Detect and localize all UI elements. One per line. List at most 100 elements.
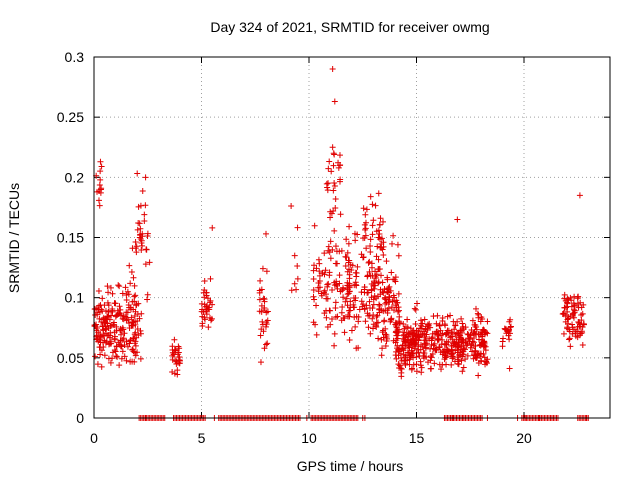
data-point xyxy=(351,282,358,289)
data-point xyxy=(331,98,338,105)
data-point xyxy=(348,327,355,334)
data-point xyxy=(98,163,105,170)
data-point xyxy=(257,359,264,366)
data-point xyxy=(381,285,388,292)
data-point xyxy=(413,327,420,334)
data-point xyxy=(418,325,425,332)
data-point xyxy=(367,272,374,279)
data-point xyxy=(362,225,369,232)
data-point xyxy=(98,363,105,370)
x-tick-label: 5 xyxy=(198,430,206,446)
data-point xyxy=(364,310,371,317)
data-point xyxy=(256,296,263,303)
data-point xyxy=(100,327,107,334)
data-point xyxy=(339,304,346,311)
data-point xyxy=(433,320,440,327)
y-tick-label: 0.3 xyxy=(65,49,85,65)
data-point xyxy=(402,342,409,349)
data-point xyxy=(451,326,458,333)
data-point xyxy=(327,307,334,314)
data-point xyxy=(119,348,126,355)
data-point xyxy=(433,331,440,338)
data-point xyxy=(324,187,331,194)
data-point xyxy=(452,347,459,354)
data-point xyxy=(431,340,438,347)
data-point xyxy=(574,293,581,300)
data-point xyxy=(438,332,445,339)
data-point xyxy=(368,286,375,293)
data-point xyxy=(570,300,577,307)
data-point xyxy=(136,234,143,241)
y-tick-label: 0.1 xyxy=(65,290,85,306)
data-point xyxy=(137,330,144,337)
data-point xyxy=(262,323,269,330)
data-point xyxy=(366,304,373,311)
y-tick-label: 0 xyxy=(76,410,84,426)
data-point xyxy=(337,211,344,218)
data-point xyxy=(389,240,396,247)
data-point xyxy=(466,338,473,345)
data-point xyxy=(336,280,343,287)
data-point xyxy=(97,186,104,193)
data-point xyxy=(341,329,348,336)
data-point xyxy=(346,336,353,343)
data-point xyxy=(96,302,103,309)
data-point xyxy=(375,256,382,263)
data-point xyxy=(142,174,149,181)
data-point xyxy=(324,283,331,290)
data-point xyxy=(578,317,585,324)
data-point xyxy=(174,367,181,374)
data-point xyxy=(310,267,317,274)
data-point xyxy=(105,341,112,348)
data-point xyxy=(347,298,354,305)
data-point xyxy=(199,313,206,320)
data-point xyxy=(411,305,418,312)
data-point xyxy=(126,340,133,347)
data-point xyxy=(340,294,347,301)
data-point xyxy=(124,343,131,350)
data-point xyxy=(346,275,353,282)
data-point xyxy=(293,286,300,293)
data-point xyxy=(380,218,387,225)
data-point xyxy=(104,283,111,290)
data-point xyxy=(369,315,376,322)
data-point xyxy=(404,349,411,356)
data-point xyxy=(389,298,396,305)
data-point xyxy=(352,323,359,330)
data-point xyxy=(362,226,369,233)
data-point xyxy=(414,346,421,353)
data-point xyxy=(409,336,416,343)
y-axis-label: SRMTID / TECUs xyxy=(6,183,22,293)
data-point xyxy=(374,243,381,250)
data-point xyxy=(415,349,422,356)
data-point xyxy=(294,224,301,231)
data-point xyxy=(359,303,366,310)
data-point xyxy=(367,242,374,249)
data-point xyxy=(579,310,586,317)
data-point xyxy=(204,295,211,302)
data-point xyxy=(119,290,126,297)
data-point xyxy=(310,293,317,300)
data-point xyxy=(174,351,181,358)
data-point xyxy=(324,295,331,302)
data-point xyxy=(478,314,485,321)
data-point xyxy=(107,359,114,366)
data-point xyxy=(567,343,574,350)
data-point xyxy=(175,343,182,350)
data-point xyxy=(327,208,334,215)
data-point xyxy=(93,332,100,339)
data-point xyxy=(132,239,139,246)
data-point xyxy=(422,345,429,352)
data-point xyxy=(201,277,208,284)
data-point xyxy=(355,344,362,351)
data-point xyxy=(369,325,376,332)
data-point xyxy=(116,362,123,369)
x-tick-label: 0 xyxy=(90,430,98,446)
data-point xyxy=(392,352,399,359)
data-point xyxy=(433,347,440,354)
data-point xyxy=(569,311,576,318)
data-point xyxy=(332,260,339,267)
data-point xyxy=(386,293,393,300)
data-point xyxy=(570,310,577,317)
data-point xyxy=(459,320,466,327)
